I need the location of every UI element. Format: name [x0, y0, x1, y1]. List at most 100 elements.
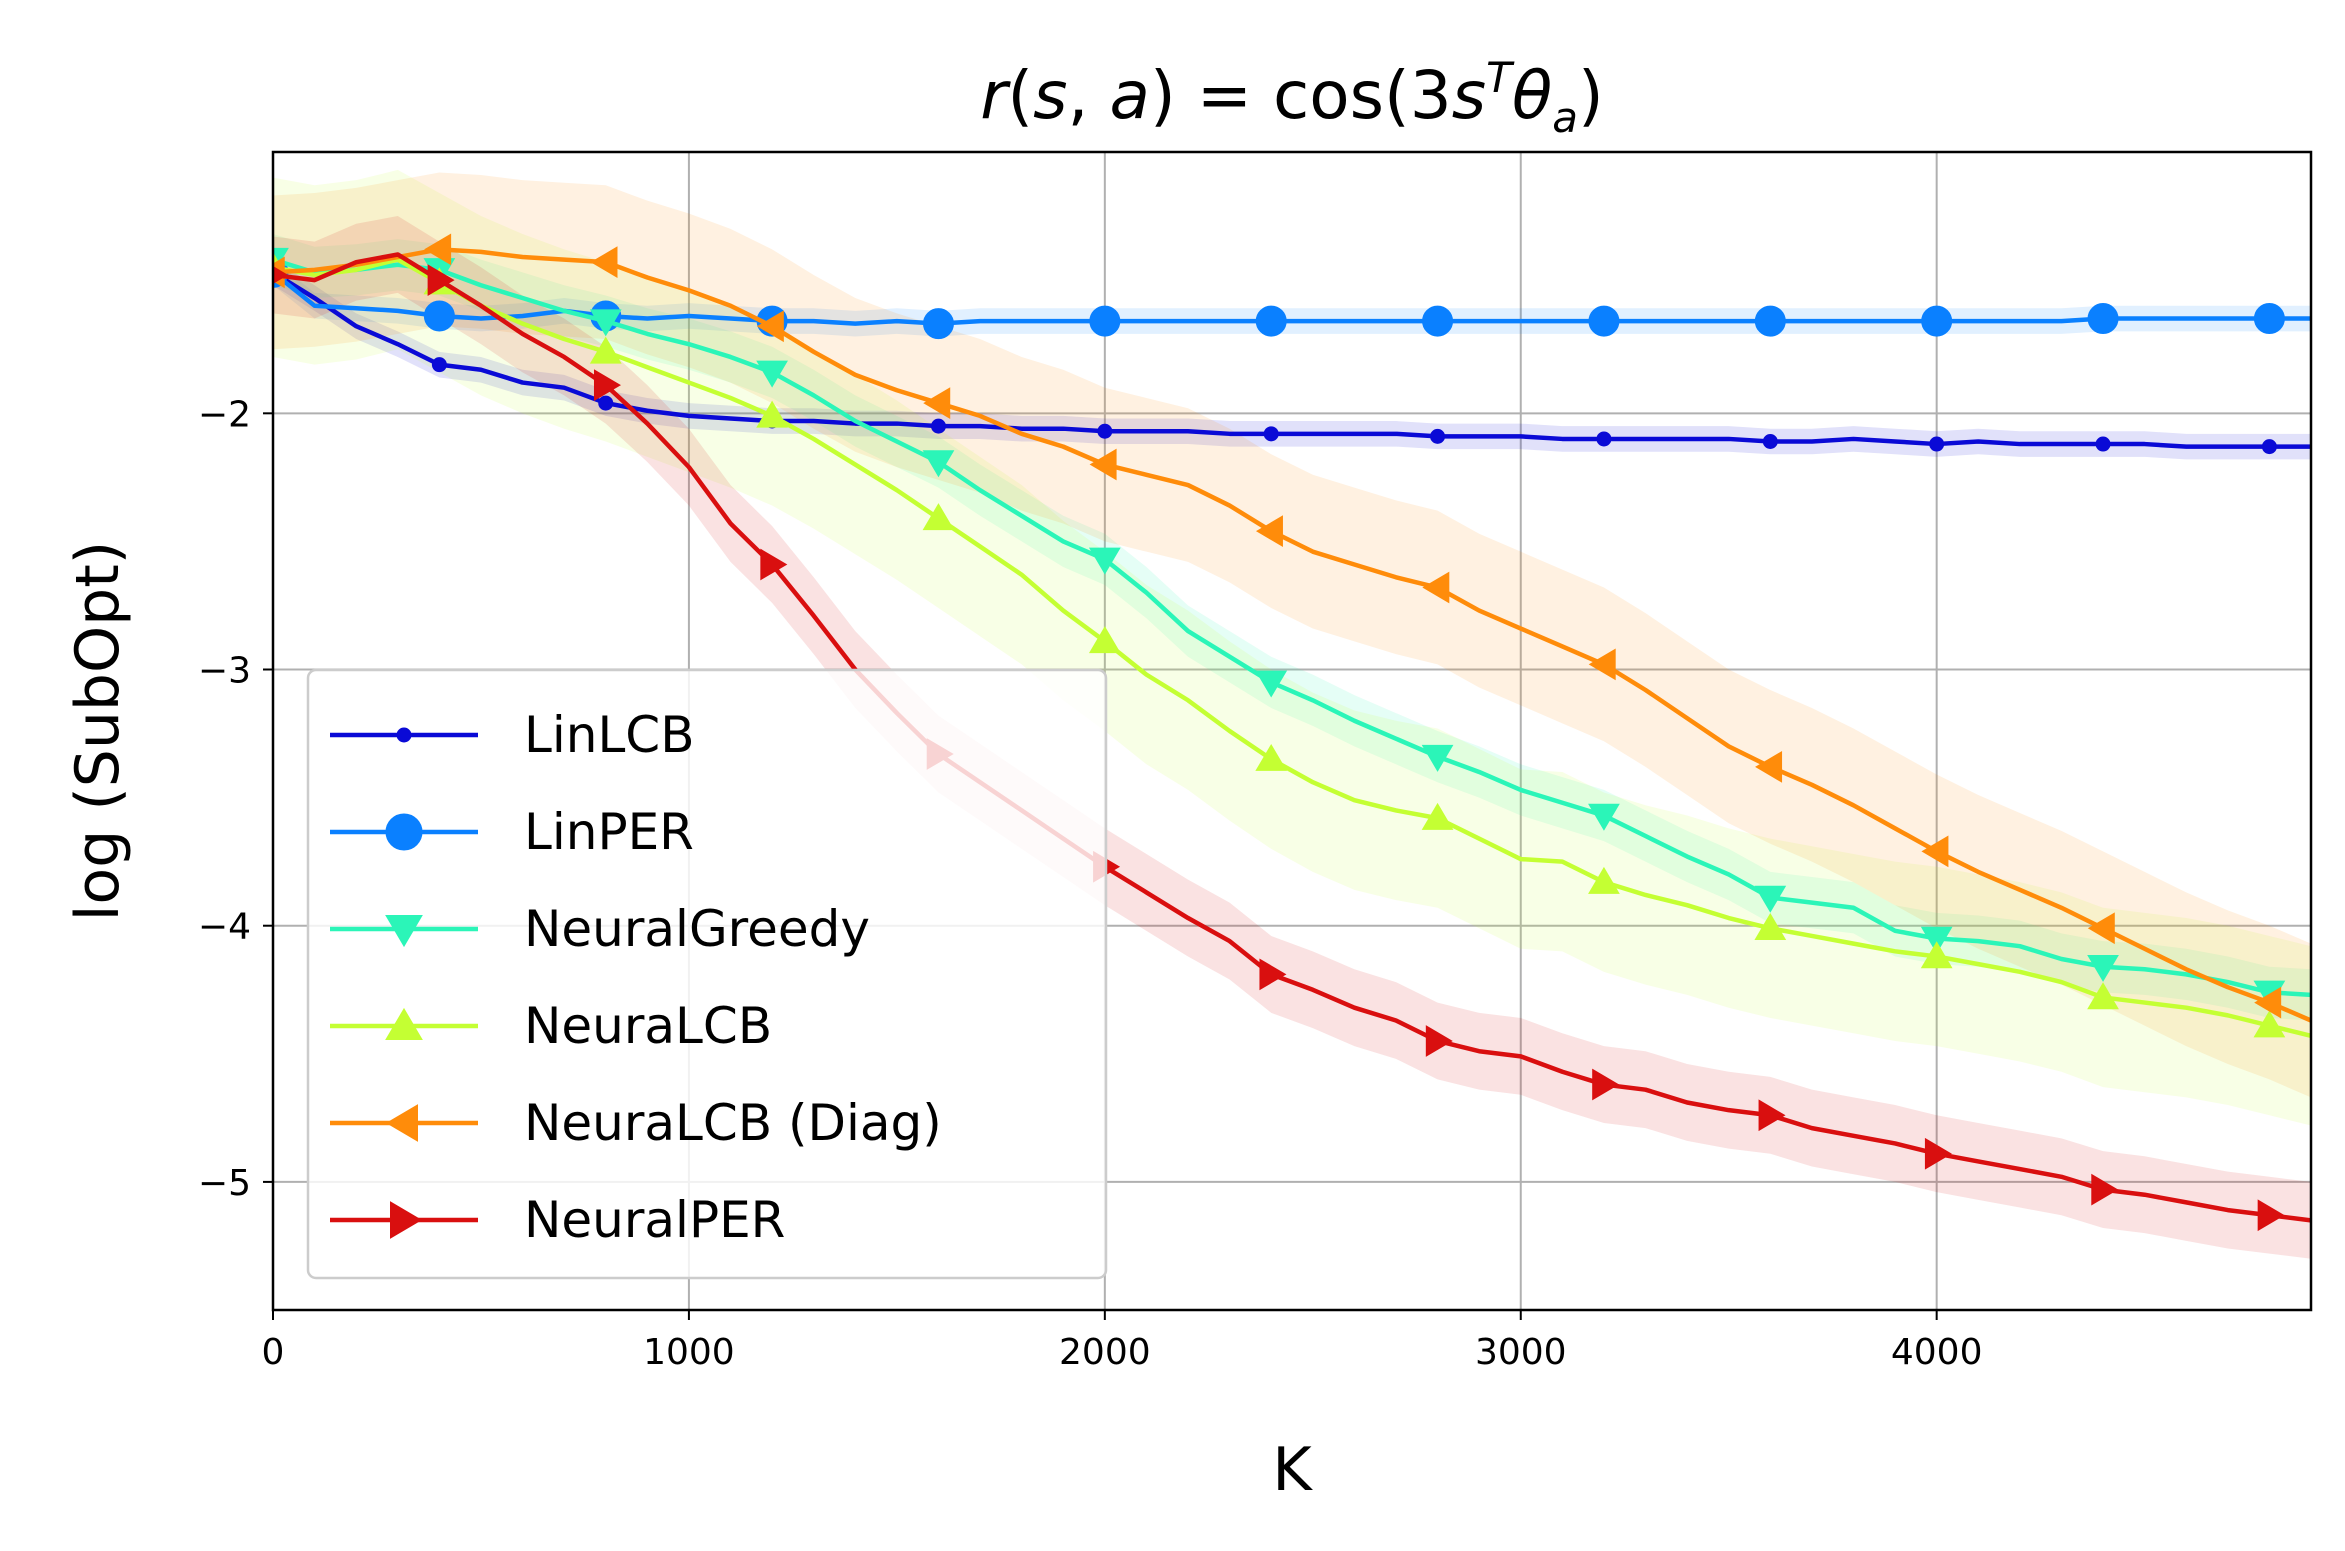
legend-marker	[385, 915, 423, 948]
data-point	[427, 264, 455, 296]
data-point	[756, 400, 788, 428]
legend-label: NeuraLCB	[524, 997, 772, 1055]
x-axis-label: K	[1272, 1435, 1313, 1505]
data-point	[1421, 802, 1454, 830]
band-0	[273, 259, 2311, 460]
data-point	[1762, 434, 1778, 449]
data-point	[1263, 426, 1279, 442]
data-point	[1259, 958, 1287, 991]
legend-marker	[396, 727, 412, 743]
data-point	[1920, 941, 1953, 969]
data-point	[1255, 743, 1288, 771]
data-point	[1921, 835, 1949, 868]
data-point	[1089, 305, 1121, 337]
data-point	[1754, 305, 1786, 337]
data-point	[1255, 305, 1287, 337]
y-tick-label: −5	[198, 1163, 251, 1204]
data-point	[1588, 648, 1616, 681]
data-point	[1430, 428, 1446, 444]
data-point	[2087, 912, 2115, 945]
data-point	[923, 387, 951, 419]
data-point	[1425, 1025, 1453, 1057]
data-point	[1422, 305, 1454, 337]
data-point	[1588, 305, 1620, 337]
data-point	[1088, 547, 1121, 575]
data-point	[2087, 303, 2119, 335]
series-line	[273, 252, 2311, 1223]
axis-ticks: 0 1000 2000 3000 4000 −2 −3 −4 −5	[198, 394, 1983, 1373]
legend-marker	[385, 1104, 418, 1142]
x-tick-label: 4000	[1891, 1332, 1983, 1373]
data-point	[1588, 803, 1620, 831]
data-point	[1924, 1137, 1952, 1170]
data-point	[1754, 885, 1787, 913]
plot-frame	[271, 150, 2313, 1312]
legend-label: LinLCB	[524, 706, 695, 764]
data-point	[2257, 1199, 2285, 1232]
data-point	[589, 336, 622, 364]
legend-label: LinPER	[524, 803, 694, 861]
legend: LinLCB LinPER NeuralGreedy NeuraLCB NeuraLCB…	[306, 668, 1108, 1280]
data-point	[2087, 982, 2119, 1010]
data-point	[423, 300, 455, 332]
data-point	[1255, 670, 1288, 698]
data-point	[1755, 750, 1783, 783]
legend-marker	[385, 813, 423, 851]
x-tick-label: 3000	[1475, 1332, 1567, 1373]
data-point	[273, 266, 289, 284]
data-point	[1089, 448, 1117, 481]
data-point	[756, 310, 784, 343]
data-point	[2253, 303, 2285, 335]
data-point	[589, 309, 622, 337]
data-point	[1421, 744, 1454, 772]
x-tick-label: 2000	[1059, 1332, 1151, 1373]
legend-box	[306, 668, 1108, 1280]
band-3	[273, 169, 2311, 1126]
data-point	[760, 548, 788, 581]
band-4	[273, 172, 2311, 1098]
legend-label: NeuralGreedy	[524, 900, 870, 958]
data-point	[598, 395, 614, 411]
data-point	[1592, 1068, 1620, 1101]
data-point	[2087, 954, 2119, 982]
data-point	[1921, 305, 1953, 337]
y-tick-label: −2	[198, 394, 251, 435]
x-tick-label: 0	[262, 1332, 285, 1373]
legend-label: NeuraLCB (Diag)	[524, 1094, 942, 1152]
series-4	[273, 233, 2311, 1023]
data-point	[431, 357, 447, 373]
data-point	[2261, 439, 2277, 455]
y-tick-label: −3	[198, 651, 251, 692]
data-point	[2253, 1010, 2286, 1038]
data-point	[1754, 913, 1787, 941]
data-point	[1097, 423, 1113, 439]
data-point	[1929, 436, 1945, 452]
data-point	[2091, 1173, 2119, 1206]
data-point	[1422, 571, 1450, 604]
data-point	[756, 360, 788, 388]
data-point	[1088, 626, 1121, 654]
data-point	[590, 246, 618, 279]
data-point	[424, 233, 452, 266]
data-point	[930, 418, 946, 434]
band-2	[273, 233, 2311, 1021]
series-5	[273, 252, 2311, 1232]
data-point	[1255, 515, 1283, 548]
legend-marker	[390, 1201, 423, 1239]
y-axis-label: log (SubOpt)	[63, 541, 133, 921]
data-point	[593, 369, 621, 402]
legend-marker	[385, 1007, 423, 1040]
data-point	[922, 450, 955, 478]
legend-label: NeuralPER	[524, 1191, 785, 1249]
data-point	[1596, 431, 1612, 447]
data-point	[2254, 986, 2282, 1019]
data-point	[922, 308, 954, 340]
data-point	[1588, 866, 1620, 894]
x-tick-label: 1000	[643, 1332, 735, 1373]
data-point	[1920, 926, 1953, 954]
y-tick-label: −4	[198, 907, 251, 948]
chart-title: r(s, a) = cos(3sTθa)	[980, 53, 1603, 142]
series-lines	[273, 233, 2311, 1232]
data-point	[2095, 436, 2111, 452]
